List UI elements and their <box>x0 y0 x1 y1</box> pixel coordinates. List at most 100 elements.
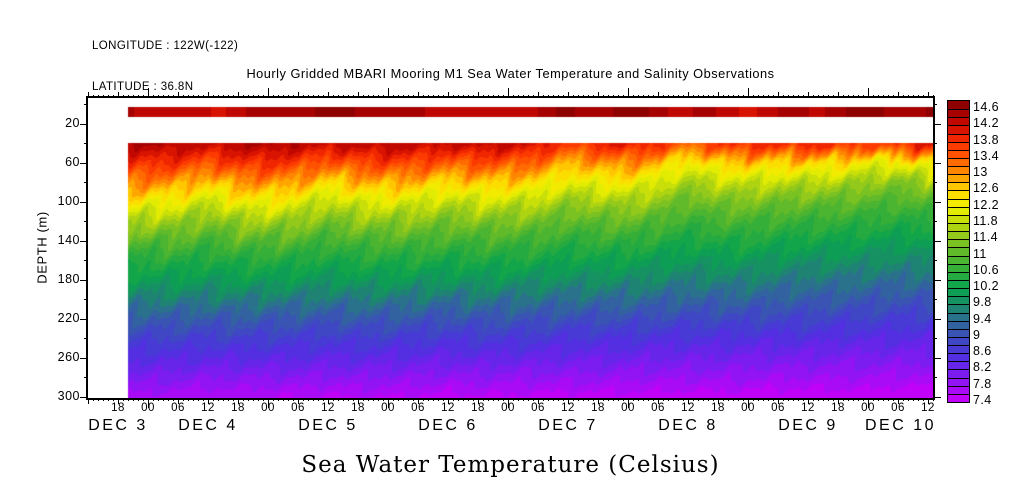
colorbar-label: 12.6 <box>973 181 999 196</box>
x-axis-tick <box>207 398 209 404</box>
x-axis-tick <box>87 398 89 404</box>
x-axis-tick <box>332 95 334 98</box>
x-axis-tick <box>652 95 654 98</box>
x-axis-tick <box>697 95 699 98</box>
x-axis-tick <box>492 95 494 98</box>
x-axis-tick <box>807 398 809 404</box>
x-axis-tick <box>307 398 309 401</box>
x-axis-tick <box>672 95 674 98</box>
x-axis-tick <box>417 92 419 98</box>
y-axis-tick <box>933 143 937 144</box>
x-axis-tick <box>217 398 219 401</box>
x-axis-tick <box>512 95 514 98</box>
x-axis-tick <box>542 95 544 98</box>
y-axis-tick <box>933 338 937 339</box>
x-axis-tick <box>622 398 624 401</box>
x-axis-tick <box>162 398 164 401</box>
x-axis-tick <box>257 398 259 401</box>
colorbar-cell <box>948 394 969 402</box>
colorbar-label: 13.4 <box>973 148 999 163</box>
x-axis-tick <box>617 398 619 401</box>
colorbar-cell <box>948 296 969 304</box>
y-axis-tick <box>80 357 88 359</box>
x-axis-tick <box>562 95 564 98</box>
x-axis-tick <box>747 398 749 408</box>
x-axis-tick <box>267 88 269 98</box>
y-axis-tick-label: 300 <box>57 389 80 403</box>
x-axis-tick <box>822 95 824 98</box>
x-axis-tick <box>687 398 689 404</box>
colorbar-label: 13 <box>973 165 988 180</box>
x-axis-tick <box>912 398 914 401</box>
x-axis-tick <box>892 95 894 98</box>
colorbar-cell <box>948 190 969 199</box>
y-axis-tick <box>80 162 88 164</box>
x-axis-tick <box>777 398 779 404</box>
x-axis-hour-label: 12 <box>201 402 215 414</box>
x-axis-tick <box>507 398 509 408</box>
colorbar-label: 7.8 <box>973 376 992 391</box>
x-axis-tick <box>577 95 579 98</box>
x-axis-tick <box>422 398 424 401</box>
x-axis-tick <box>607 398 609 401</box>
x-axis-tick <box>467 95 469 98</box>
y-axis-tick <box>84 377 88 378</box>
x-axis-tick <box>857 95 859 98</box>
colorbar-cell <box>948 313 969 321</box>
x-axis-tick <box>237 92 239 98</box>
x-axis-tick <box>842 95 844 98</box>
x-axis-tick <box>297 92 299 98</box>
x-axis-tick <box>847 95 849 98</box>
x-axis-tick <box>847 398 849 401</box>
x-axis-tick <box>832 398 834 401</box>
x-axis-tick <box>912 95 914 98</box>
x-axis-tick <box>592 95 594 98</box>
x-axis-tick <box>312 398 314 401</box>
x-axis-tick <box>572 95 574 98</box>
x-axis-hour-label: 00 <box>621 402 635 414</box>
x-axis-tick <box>352 398 354 401</box>
x-axis-tick <box>152 398 154 401</box>
x-axis-hour-label: 00 <box>381 402 395 414</box>
x-axis-tick <box>472 95 474 98</box>
x-axis-tick <box>607 95 609 98</box>
colorbar-cell <box>948 215 969 223</box>
y-axis-tick <box>933 260 937 261</box>
x-axis-tick <box>932 95 934 98</box>
x-axis-tick <box>142 398 144 401</box>
x-axis-tick <box>787 398 789 401</box>
x-axis-tick <box>252 95 254 98</box>
x-axis-tick <box>432 398 434 401</box>
x-axis-tick <box>102 95 104 98</box>
x-axis-tick <box>487 398 489 401</box>
x-axis-tick <box>567 92 569 98</box>
x-axis-hour-label: 00 <box>141 402 155 414</box>
x-axis-tick <box>522 398 524 401</box>
x-axis-tick <box>842 398 844 401</box>
colorbar-label: 9.4 <box>973 311 992 326</box>
x-axis-tick <box>832 95 834 98</box>
x-axis-tick <box>222 398 224 401</box>
x-axis-tick <box>812 95 814 98</box>
x-axis-tick <box>692 398 694 401</box>
x-axis-tick <box>582 398 584 401</box>
x-axis-tick <box>927 92 929 98</box>
x-axis-tick <box>377 95 379 98</box>
x-axis-tick <box>447 398 449 404</box>
x-axis-tick <box>512 398 514 401</box>
x-axis-tick <box>362 398 364 401</box>
x-axis-tick <box>752 95 754 98</box>
x-axis-tick <box>112 398 114 401</box>
x-axis-tick <box>862 95 864 98</box>
x-axis-tick <box>637 398 639 401</box>
x-axis-tick <box>702 95 704 98</box>
y-axis-tick <box>84 182 88 183</box>
colorbar-cell <box>948 199 969 207</box>
y-axis-tick <box>80 318 88 320</box>
x-axis-tick <box>452 95 454 98</box>
x-axis-tick <box>782 398 784 401</box>
x-axis-hour-label: 00 <box>501 402 515 414</box>
x-axis-tick <box>477 92 479 98</box>
x-axis-tick <box>707 398 709 401</box>
y-axis-tick-label: 60 <box>65 155 80 169</box>
